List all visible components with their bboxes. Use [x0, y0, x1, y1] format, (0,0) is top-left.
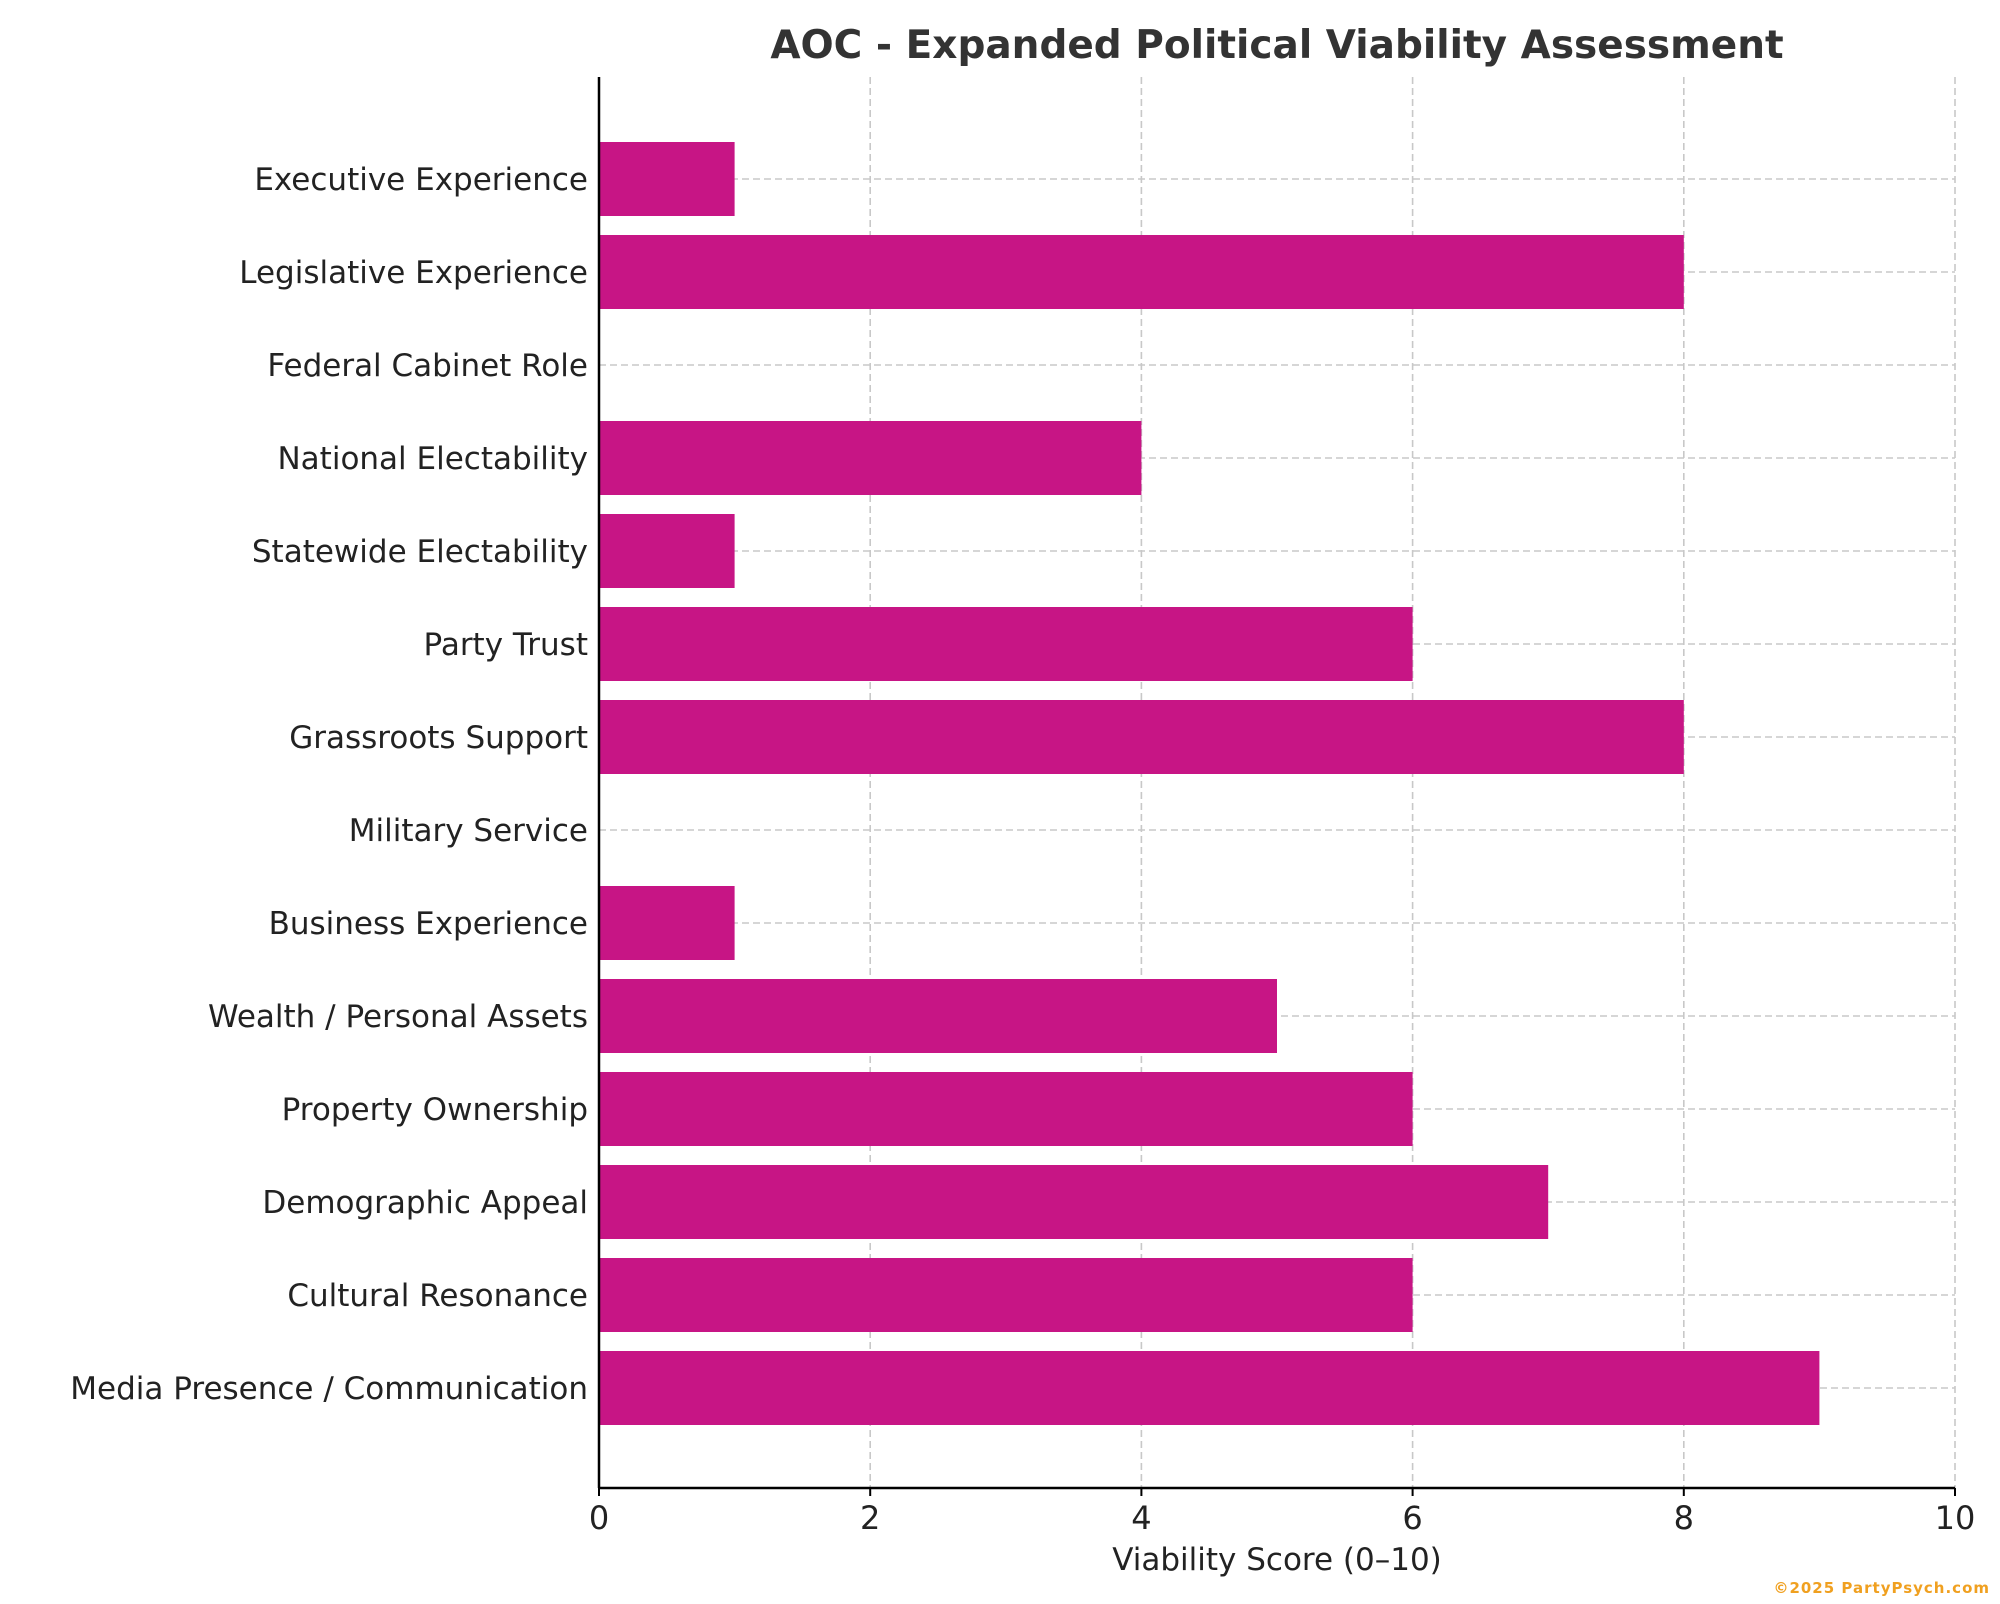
bar	[599, 142, 735, 216]
x-axis-label: Viability Score (0–10)	[1112, 1542, 1442, 1578]
category-label: National Electability	[277, 441, 588, 477]
bar	[599, 421, 1142, 495]
category-label: Party Trust	[424, 627, 588, 663]
bar	[599, 979, 1277, 1053]
bar	[599, 1351, 1820, 1425]
bar	[599, 1072, 1413, 1146]
category-label: Military Service	[349, 813, 588, 849]
bar	[599, 1258, 1413, 1332]
watermark-text: ©2025 PartyPsych.com	[1773, 1579, 1990, 1597]
x-tick-label: 8	[1674, 1499, 1694, 1537]
category-label: Property Ownership	[282, 1092, 588, 1128]
category-label: Business Experience	[269, 906, 588, 942]
bar-layer	[599, 142, 1820, 1425]
category-label: Executive Experience	[254, 162, 588, 198]
bar	[599, 886, 735, 960]
x-tick-label: 6	[1402, 1499, 1422, 1537]
category-label: Wealth / Personal Assets	[208, 999, 588, 1035]
category-label: Demographic Appeal	[262, 1185, 588, 1221]
bar	[599, 700, 1684, 774]
bar	[599, 607, 1413, 681]
category-label: Cultural Resonance	[287, 1278, 588, 1314]
bar	[599, 514, 735, 588]
chart-title: AOC - Expanded Political Viability Asses…	[770, 23, 1783, 68]
bar	[599, 1165, 1549, 1239]
axis-layer	[597, 77, 1956, 1496]
category-label: Statewide Electability	[252, 534, 588, 570]
x-tick-labels: 0 2 4 6 8 10	[589, 1499, 1976, 1537]
x-tick-label: 2	[860, 1499, 880, 1537]
category-label: Grassroots Support	[289, 720, 588, 756]
bar	[599, 235, 1684, 309]
category-label: Legislative Experience	[239, 255, 588, 291]
x-tick-label: 4	[1131, 1499, 1151, 1537]
category-labels: Executive Experience Legislative Experien…	[70, 162, 588, 1407]
x-tick-label: 0	[589, 1499, 609, 1537]
category-label: Federal Cabinet Role	[267, 348, 588, 384]
x-tick-label: 10	[1935, 1499, 1976, 1537]
category-label: Media Presence / Communication	[70, 1371, 588, 1407]
